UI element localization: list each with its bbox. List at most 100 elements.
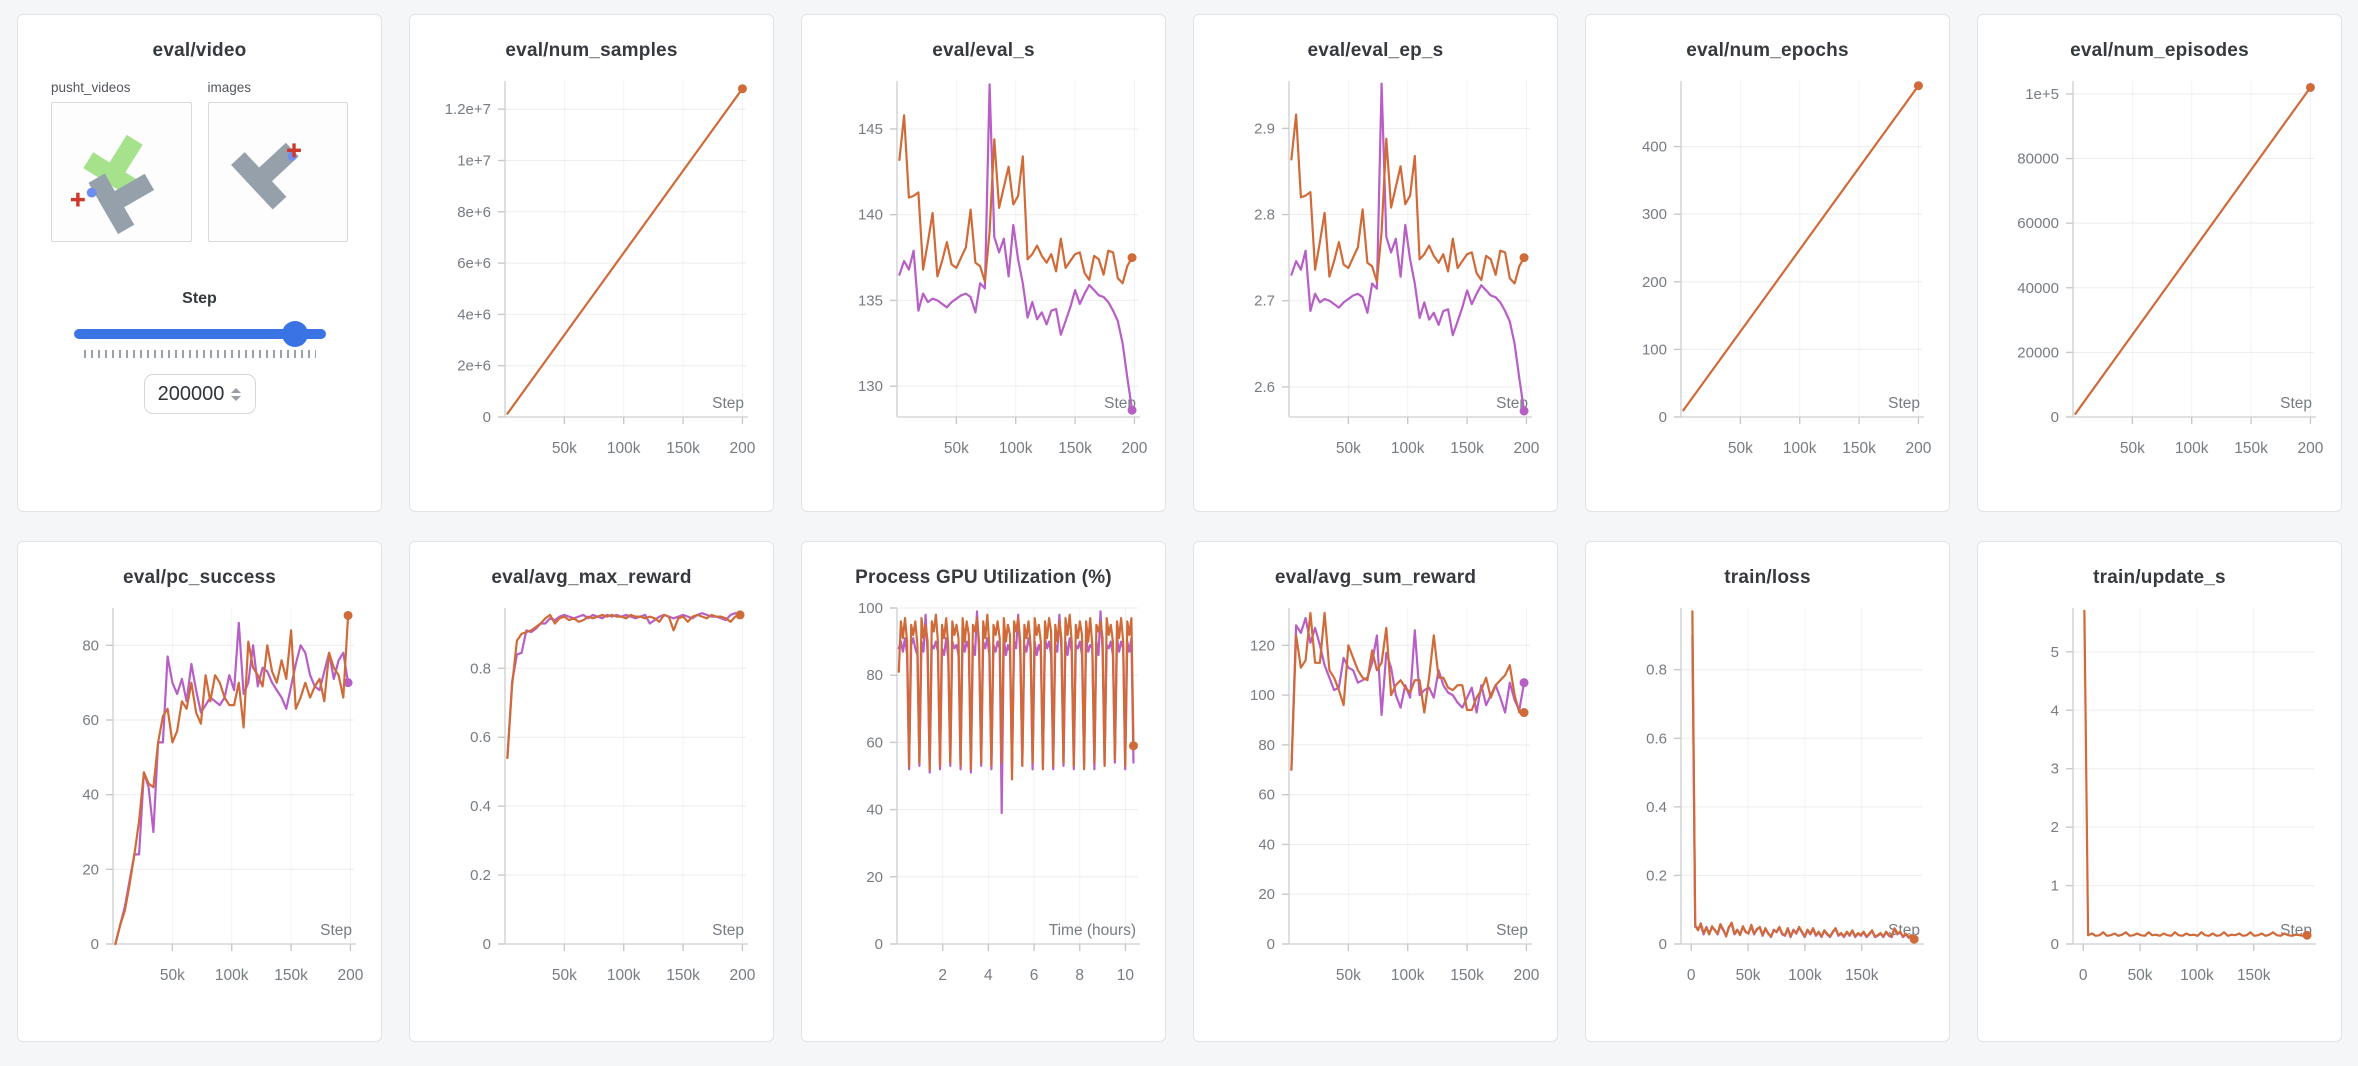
step-slider[interactable] xyxy=(73,321,326,347)
svg-text:4: 4 xyxy=(2051,702,2059,719)
axes xyxy=(2072,81,2316,418)
series-run-purple xyxy=(506,612,742,759)
svg-text:1e+5: 1e+5 xyxy=(2025,86,2059,103)
svg-text:100: 100 xyxy=(858,600,883,617)
svg-text:0.6: 0.6 xyxy=(1646,730,1667,747)
svg-text:50k: 50k xyxy=(1736,967,1761,984)
x-axis-label: Step xyxy=(2280,395,2312,412)
latest-point-dot xyxy=(1909,934,1919,944)
chart-eval-avg-max-reward[interactable]: 0 0.2 0.4 0.6 0.8 50k 100k 150k 200 Step xyxy=(410,594,773,1014)
svg-text:200: 200 xyxy=(1122,440,1148,457)
grid-vertical xyxy=(1347,608,1527,944)
svg-text:150k: 150k xyxy=(1058,440,1092,457)
svg-text:50k: 50k xyxy=(160,967,185,984)
svg-text:145: 145 xyxy=(858,121,883,138)
series-run-orange xyxy=(2074,82,2315,415)
chart-eval-num-samples[interactable]: 0 2e+6 4e+6 6e+6 8e+6 1e+7 1.2e+7 50k 100k 150k 20… xyxy=(410,67,773,487)
pusht-video-thumbnail[interactable] xyxy=(51,102,192,242)
axes xyxy=(896,608,1140,945)
media-label-pusht-videos: pusht_videos xyxy=(51,80,131,95)
stepper-spin-control xyxy=(231,387,242,401)
svg-text:50k: 50k xyxy=(1336,440,1361,457)
svg-text:40000: 40000 xyxy=(2017,280,2059,297)
axes xyxy=(1680,81,1924,418)
svg-text:50k: 50k xyxy=(944,440,969,457)
step-number-input[interactable]: 200000 xyxy=(143,374,256,414)
svg-text:100k: 100k xyxy=(1788,967,1822,984)
latest-point-dot xyxy=(1519,708,1529,718)
svg-text:2e+6: 2e+6 xyxy=(457,358,491,375)
latest-point-dot xyxy=(2305,82,2315,92)
chart-eval-eval-ep-s[interactable]: 2.6 2.7 2.8 2.9 50k 100k 150k 200 Step xyxy=(1194,67,1557,487)
step-value[interactable]: 200000 xyxy=(157,382,225,405)
images-thumbnail[interactable] xyxy=(207,102,348,242)
svg-text:150k: 150k xyxy=(1845,967,1879,984)
svg-text:2.8: 2.8 xyxy=(1254,207,1275,224)
series-run-purple xyxy=(1290,82,1529,416)
stepper-up-icon[interactable] xyxy=(231,387,242,393)
panel-title: Process GPU Utilization (%) xyxy=(855,567,1112,588)
series-run-orange xyxy=(1290,611,1529,771)
chart-gpu-utilization[interactable]: 0 20 40 60 80 100 2 4 6 8 10 Time (hours) xyxy=(802,594,1165,1014)
y-axis-ticks: 0 0.2 0.4 0.6 0.8 xyxy=(470,660,505,953)
latest-point-dot xyxy=(1128,741,1138,751)
pusht-image-render xyxy=(230,142,301,210)
panel-title: eval/eval_s xyxy=(932,40,1035,61)
svg-text:50k: 50k xyxy=(2128,967,2153,984)
axes xyxy=(896,81,1140,418)
svg-text:200: 200 xyxy=(1514,440,1540,457)
chart-eval-num-episodes[interactable]: 0 20000 40000 60000 80000 1e+5 50k 100k 150k 200 S… xyxy=(1978,67,2341,487)
panel-title: eval/num_episodes xyxy=(2070,40,2249,61)
y-axis-ticks: 0 100 200 300 400 xyxy=(1642,139,1681,426)
svg-text:100k: 100k xyxy=(607,967,641,984)
svg-text:8: 8 xyxy=(1075,967,1084,984)
x-axis-ticks: 50k 100k 150k 200 xyxy=(1336,417,1540,457)
series-run-purple xyxy=(114,621,353,946)
y-axis-ticks: 0 20 40 60 80 xyxy=(82,637,113,953)
panel-gpu-utilization: Process GPU Utilization (%) 0 20 40 60 80 100… xyxy=(801,541,1166,1042)
svg-text:80: 80 xyxy=(1258,737,1275,754)
svg-text:200: 200 xyxy=(1514,967,1540,984)
latest-point-dot xyxy=(1127,253,1137,263)
panel-title: eval/num_samples xyxy=(505,40,678,61)
svg-text:60: 60 xyxy=(1258,787,1275,804)
svg-text:0.8: 0.8 xyxy=(470,660,491,677)
grid-horizontal xyxy=(1681,146,1922,418)
chart-eval-avg-sum-reward[interactable]: 0 20 40 60 80 100 120 50k 100k 150k 200 Step xyxy=(1194,594,1557,1014)
pusht-scene-render xyxy=(70,134,155,235)
y-axis-ticks: 0 20000 40000 60000 80000 1e+5 xyxy=(2017,86,2073,426)
svg-text:200: 200 xyxy=(338,967,364,984)
chart-eval-eval-s[interactable]: 130 135 140 145 50k 100k 150k 200 Step xyxy=(802,67,1165,487)
grid-vertical xyxy=(563,608,743,944)
svg-text:0: 0 xyxy=(1659,409,1667,426)
series-run-orange xyxy=(2083,609,2312,940)
slider-tick-marks xyxy=(84,350,316,358)
chart-eval-pc-success[interactable]: 0 20 40 60 80 50k 100k 150k 200 Step xyxy=(18,594,381,1014)
svg-text:20: 20 xyxy=(82,861,99,878)
svg-text:0: 0 xyxy=(875,936,883,953)
media-images[interactable]: images xyxy=(207,80,348,242)
stepper-down-icon[interactable] xyxy=(231,395,242,401)
y-axis-ticks: 0 1 2 3 4 5 xyxy=(2051,644,2073,953)
y-axis-ticks: 2.6 2.7 2.8 2.9 xyxy=(1254,120,1289,396)
chart-eval-num-epochs[interactable]: 0 100 200 300 400 50k 100k 150k 200 Step xyxy=(1586,67,1949,487)
panel-eval-num-samples: eval/num_samples 0 2e+6 4e+6 6e+6 8e+6 1e+7 1.… xyxy=(409,14,774,512)
svg-text:8e+6: 8e+6 xyxy=(457,204,491,221)
slider-track[interactable] xyxy=(73,329,326,339)
x-axis-ticks: 50k 100k 150k 200 xyxy=(944,417,1148,457)
slider-thumb[interactable] xyxy=(282,321,309,347)
axes xyxy=(1680,608,1924,945)
grid-vertical xyxy=(2131,81,2311,417)
series-run-orange xyxy=(1290,113,1529,285)
step-slider-label: Step xyxy=(182,290,217,307)
media-pusht-videos[interactable]: pusht_videos xyxy=(51,80,192,242)
latest-point-dot xyxy=(1519,406,1529,416)
panel-title-eval-video: eval/video xyxy=(152,40,247,61)
axes xyxy=(2072,608,2316,945)
svg-text:4: 4 xyxy=(984,967,993,984)
series-run-orange xyxy=(506,84,747,415)
latest-point-dot xyxy=(2302,930,2312,940)
